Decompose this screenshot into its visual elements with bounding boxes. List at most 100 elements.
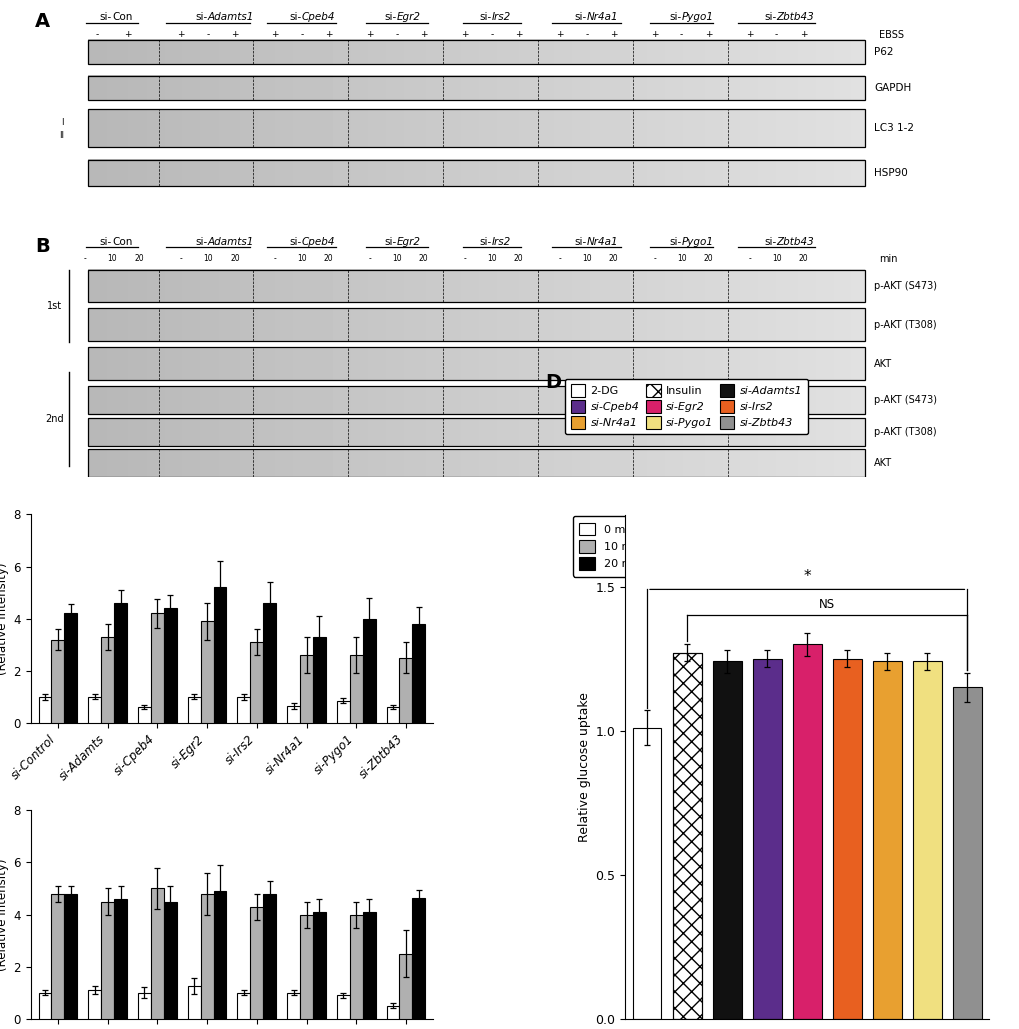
Text: II: II xyxy=(59,131,64,140)
Bar xyxy=(164,608,176,722)
Text: si-: si- xyxy=(763,12,775,23)
Bar xyxy=(237,697,250,722)
Bar xyxy=(64,894,77,1019)
Bar xyxy=(912,662,941,1019)
Bar xyxy=(213,891,226,1019)
Text: Egr2: Egr2 xyxy=(396,12,421,23)
Bar xyxy=(399,658,412,722)
Text: 20: 20 xyxy=(798,254,807,263)
Bar xyxy=(300,655,313,722)
Text: Con: Con xyxy=(112,237,132,247)
Bar xyxy=(712,662,741,1019)
Text: -: - xyxy=(774,30,777,39)
Bar xyxy=(51,894,64,1019)
Text: 2nd: 2nd xyxy=(45,414,64,424)
Bar xyxy=(350,915,363,1019)
Text: AKT: AKT xyxy=(873,458,892,468)
Text: +: + xyxy=(231,30,238,39)
Bar xyxy=(201,622,213,722)
Text: 10: 10 xyxy=(391,254,401,263)
Text: 20: 20 xyxy=(230,254,239,263)
Bar xyxy=(250,907,263,1019)
Text: Irs2: Irs2 xyxy=(491,12,511,23)
Text: GAPDH: GAPDH xyxy=(873,82,911,93)
Text: HSP90: HSP90 xyxy=(873,168,907,178)
Bar xyxy=(632,728,661,1019)
Text: D: D xyxy=(544,374,560,392)
Y-axis label: p-AKT (T308) / AKT
(Relative intensity): p-AKT (T308) / AKT (Relative intensity) xyxy=(0,858,9,970)
Text: -: - xyxy=(490,30,493,39)
Bar xyxy=(201,894,213,1019)
Text: Adamts1: Adamts1 xyxy=(208,12,254,23)
Bar xyxy=(386,707,399,722)
Text: +: + xyxy=(745,30,753,39)
Text: -: - xyxy=(84,254,87,263)
Text: Pygo1: Pygo1 xyxy=(681,12,713,23)
Bar xyxy=(287,993,300,1019)
Text: -: - xyxy=(206,30,209,39)
Text: +: + xyxy=(177,30,184,39)
Bar xyxy=(752,659,781,1019)
Text: -: - xyxy=(585,30,588,39)
Bar xyxy=(363,618,375,722)
Text: -: - xyxy=(95,30,98,39)
Y-axis label: Relative glucose uptake: Relative glucose uptake xyxy=(578,691,591,842)
Text: +: + xyxy=(420,30,427,39)
Bar xyxy=(39,697,51,722)
Text: si-: si- xyxy=(100,12,112,23)
Text: 10: 10 xyxy=(107,254,117,263)
Legend: 2-DG, si-Cpeb4, si-Nr4a1, Insulin, si-Egr2, si-Pygo1, si-Adamts1, si-Irs2, si-Zb: 2-DG, si-Cpeb4, si-Nr4a1, Insulin, si-Eg… xyxy=(565,379,807,434)
Bar xyxy=(39,993,51,1019)
Text: NS: NS xyxy=(818,598,835,611)
Text: 20: 20 xyxy=(135,254,144,263)
Bar xyxy=(51,639,64,722)
Bar xyxy=(300,915,313,1019)
Text: A: A xyxy=(36,12,51,31)
Text: 10: 10 xyxy=(771,254,781,263)
Bar xyxy=(412,624,425,722)
Text: si-: si- xyxy=(574,12,586,23)
Text: Con: Con xyxy=(112,12,132,23)
Text: -: - xyxy=(463,254,466,263)
Text: +: + xyxy=(515,30,522,39)
Bar xyxy=(313,912,326,1019)
Text: -: - xyxy=(680,30,683,39)
Bar xyxy=(138,993,151,1019)
Bar xyxy=(64,613,77,722)
Bar xyxy=(336,995,350,1019)
Legend: 0 min, 10 min, 20 min: 0 min, 10 min, 20 min xyxy=(572,516,648,576)
Text: EBSS: EBSS xyxy=(878,30,903,39)
Text: Cpeb4: Cpeb4 xyxy=(302,237,335,247)
Text: 10: 10 xyxy=(677,254,686,263)
Bar xyxy=(101,637,114,722)
Text: Zbtb43: Zbtb43 xyxy=(775,12,813,23)
Bar xyxy=(313,637,326,722)
Text: +: + xyxy=(325,30,332,39)
Text: +: + xyxy=(650,30,658,39)
Bar xyxy=(250,642,263,722)
Text: P62: P62 xyxy=(873,47,893,58)
Text: Egr2: Egr2 xyxy=(396,237,421,247)
Text: si-: si- xyxy=(384,237,396,247)
Text: -: - xyxy=(653,254,655,263)
Text: -: - xyxy=(748,254,750,263)
Bar xyxy=(89,990,101,1019)
Text: si-: si- xyxy=(668,12,681,23)
Text: Nr4a1: Nr4a1 xyxy=(586,12,618,23)
Text: p-AKT (T308): p-AKT (T308) xyxy=(873,427,936,436)
Bar xyxy=(287,706,300,722)
Bar xyxy=(673,652,701,1019)
Text: si-: si- xyxy=(668,237,681,247)
Text: Nr4a1: Nr4a1 xyxy=(586,237,618,247)
Text: Zbtb43: Zbtb43 xyxy=(775,237,813,247)
Bar xyxy=(114,899,127,1019)
Bar xyxy=(164,901,176,1019)
Text: si-: si- xyxy=(384,12,396,23)
Text: -: - xyxy=(394,30,398,39)
Text: Irs2: Irs2 xyxy=(491,237,511,247)
Bar xyxy=(673,652,701,1019)
Text: Pygo1: Pygo1 xyxy=(681,237,713,247)
Text: +: + xyxy=(555,30,564,39)
Text: -: - xyxy=(368,254,371,263)
Text: 10: 10 xyxy=(297,254,307,263)
